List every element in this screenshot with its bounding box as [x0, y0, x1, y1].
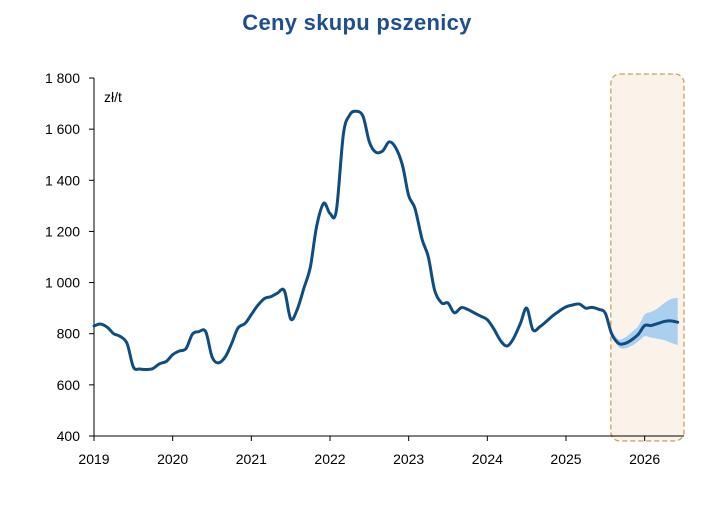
x-tick-label: 2024 [472, 451, 503, 467]
x-tick-label: 2025 [550, 451, 581, 467]
x-tick-label: 2020 [157, 451, 188, 467]
y-tick-label: 1 000 [45, 275, 80, 291]
x-tick-label: 2023 [393, 451, 424, 467]
y-tick-label: 600 [57, 377, 81, 393]
x-tick-label: 2026 [629, 451, 660, 467]
forecast-region-box [610, 73, 685, 442]
y-tick-label: 1 200 [45, 223, 80, 239]
unit-label: zł/t [104, 89, 122, 105]
y-tick-label: 1 600 [45, 121, 80, 137]
x-tick-label: 2019 [78, 451, 109, 467]
forecast-band-layer [611, 297, 678, 349]
x-tick-label: 2022 [314, 451, 345, 467]
y-tick-label: 1 400 [45, 172, 80, 188]
y-tick-label: 400 [57, 428, 81, 444]
y-tick-label: 1 800 [45, 70, 80, 86]
forecast-band [611, 297, 678, 349]
series-line [92, 109, 680, 372]
series-layer [92, 109, 680, 372]
x-tick-label: 2021 [236, 451, 267, 467]
chart-title: Ceny skupu pszenicy [242, 10, 472, 35]
y-tick-label: 800 [57, 326, 81, 342]
forecast-region-layer [610, 73, 685, 442]
axes-layer: 400 600 800 1 000 1 200 1 400 1 600 1 800 2019 20… [45, 70, 684, 467]
